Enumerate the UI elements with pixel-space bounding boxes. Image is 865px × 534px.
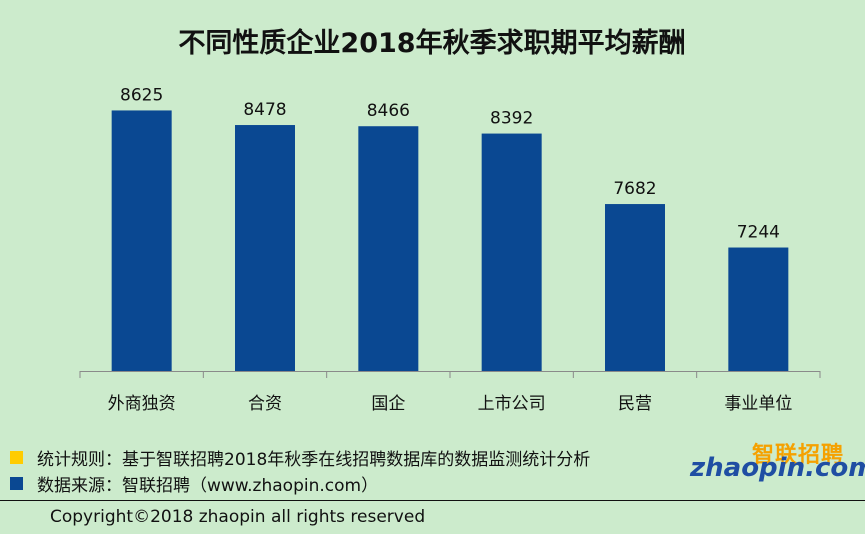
bar: [728, 247, 789, 371]
bar: [235, 125, 295, 371]
legend: 统计规则：基于智联招聘2018年秋季在线招聘数据库的数据监测统计分析 数据来源：…: [10, 444, 590, 496]
bar-chart: 不同性质企业2018年秋季求职期平均薪酬 8625 外商独资 8478 合资 8466 国…: [79, 27, 821, 414]
bar-value-label: 7682: [613, 179, 656, 199]
zhaopin-logo: 智联招聘 zhaopin.com: [688, 437, 865, 489]
bar-value-label: 7244: [737, 223, 780, 243]
footer: Copyright©2018 zhaopin all rights reserv…: [0, 500, 865, 534]
legend-label-rule: 统计规则：基于智联招聘2018年秋季在线招聘数据库的数据监测统计分析: [37, 449, 591, 470]
legend-swatch-yellow: [10, 450, 23, 464]
bar-value-label: 8466: [367, 101, 410, 121]
bar: [358, 126, 419, 371]
category-label: 上市公司: [478, 394, 546, 414]
legend-item-rule: 统计规则：基于智联招聘2018年秋季在线招聘数据库的数据监测统计分析: [10, 444, 590, 470]
copyright-text: Copyright©2018 zhaopin all rights reserv…: [50, 507, 426, 527]
bar-value-label: 8392: [490, 109, 533, 129]
category-label: 事业单位: [724, 394, 792, 414]
chart-title: 不同性质企业2018年秋季求职期平均薪酬: [178, 27, 685, 59]
legend-label-source: 数据来源：智联招聘（www.zhaopin.com）: [37, 475, 379, 496]
legend-item-source: 数据来源：智联招聘（www.zhaopin.com）: [10, 470, 590, 496]
category-label: 国企: [371, 394, 405, 414]
bar-value-label: 8478: [243, 100, 286, 120]
category-label: 外商独资: [108, 394, 176, 414]
category-label: 合资: [248, 394, 282, 414]
logo-cn-text: 智联招聘: [751, 443, 844, 468]
bar: [111, 110, 172, 371]
bar: [481, 133, 542, 371]
category-label: 民营: [618, 394, 652, 414]
logo-en-text: zhaopin.com: [690, 453, 865, 483]
legend-swatch-blue: [10, 476, 23, 490]
bar-value-label: 8625: [120, 85, 163, 105]
bar: [605, 204, 665, 371]
